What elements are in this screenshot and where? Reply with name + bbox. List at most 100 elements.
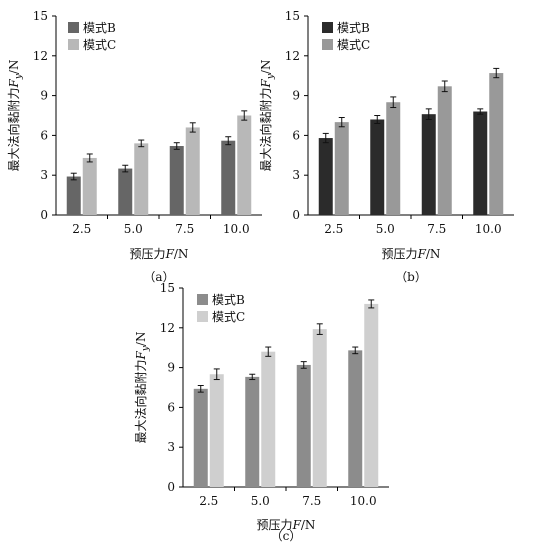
legend-swatch	[322, 39, 333, 50]
bar-mode-c	[82, 157, 97, 215]
bar-mode-b	[318, 138, 333, 215]
y-tick-label: 15	[160, 281, 175, 295]
x-tick-label: 10.0	[475, 222, 502, 236]
bar-mode-b	[370, 119, 385, 215]
legend-swatch	[197, 294, 208, 305]
panel-label: （a）	[143, 270, 174, 284]
y-tick-label: 9	[292, 89, 300, 103]
legend-label: 模式B	[212, 293, 245, 307]
x-tick-label: 2.5	[72, 222, 91, 236]
legend-label: 模式C	[337, 38, 370, 52]
y-axis-title-subscript: y	[14, 73, 24, 80]
legend-swatch	[322, 22, 333, 33]
bar-mode-c	[312, 329, 327, 487]
y-tick-label: 0	[167, 480, 175, 494]
bar-mode-c	[134, 143, 149, 215]
bar-mode-b	[66, 176, 81, 215]
legend-swatch	[68, 39, 79, 50]
x-axis-title: 预压力F/N	[382, 247, 441, 261]
y-axis-title-unit: /N	[134, 332, 148, 347]
y-tick-label: 9	[40, 89, 48, 103]
bar-mode-b	[348, 350, 363, 487]
y-tick-label: 12	[285, 49, 300, 63]
x-axis-title-symbol: F	[417, 247, 427, 261]
bar-mode-b	[245, 376, 260, 487]
y-tick-label: 0	[292, 208, 300, 222]
y-axis-title-subscript: y	[141, 345, 151, 352]
bar-mode-b	[296, 364, 311, 487]
x-axis-title: 预压力F/N	[257, 518, 316, 532]
x-axis-title-unit: /N	[174, 247, 189, 261]
y-axis-title: 最大法向黏附力Fy/N	[6, 60, 24, 172]
legend-label: 模式B	[337, 21, 370, 35]
bar-mode-c	[237, 115, 252, 215]
bar-mode-c	[185, 127, 200, 215]
y-tick-label: 3	[167, 440, 175, 454]
legend-label: 模式B	[83, 21, 116, 35]
x-tick-label: 2.5	[199, 494, 218, 508]
y-tick-label: 3	[40, 168, 48, 182]
bar-mode-c	[209, 374, 224, 487]
legend-label: 模式C	[83, 38, 116, 52]
y-axis-title: 最大法向黏附力Fy/N	[258, 60, 276, 172]
x-tick-label: 5.0	[251, 494, 270, 508]
bar-mode-b	[421, 114, 436, 215]
x-tick-label: 10.0	[223, 222, 250, 236]
x-axis-title-symbol: F	[292, 518, 302, 532]
bar-mode-c	[489, 73, 504, 216]
bar-mode-c	[261, 351, 276, 487]
y-tick-label: 15	[33, 9, 48, 23]
x-axis-title-text: 预压力	[130, 247, 166, 261]
y-axis-title-unit: /N	[7, 60, 21, 75]
y-axis-title: 最大法向黏附力Fy/N	[133, 332, 151, 444]
x-tick-label: 5.0	[376, 222, 395, 236]
y-tick-label: 9	[167, 361, 175, 375]
legend-label: 模式C	[212, 310, 245, 324]
x-tick-label: 5.0	[124, 222, 143, 236]
y-tick-label: 6	[167, 400, 175, 414]
y-tick-label: 0	[40, 208, 48, 222]
bar-mode-c	[364, 303, 379, 487]
y-axis-title-symbol: F	[259, 78, 273, 88]
x-tick-label: 2.5	[324, 222, 343, 236]
panel-label: （c）	[271, 529, 302, 543]
y-axis-title-subscript: y	[266, 73, 276, 80]
x-axis-title: 预压力F/N	[130, 247, 189, 261]
y-tick-label: 3	[292, 168, 300, 182]
bar-mode-b	[221, 140, 236, 215]
x-tick-label: 10.0	[350, 494, 377, 508]
x-axis-title-text: 预压力	[257, 518, 293, 532]
y-axis-title-text: 最大法向黏附力	[258, 87, 273, 171]
y-tick-label: 12	[33, 49, 48, 63]
y-axis-title-unit: /N	[259, 60, 273, 75]
bar-mode-b	[193, 388, 208, 487]
panel-label: （b）	[395, 270, 427, 284]
x-axis-title-text: 预压力	[382, 247, 418, 261]
legend-swatch	[68, 22, 79, 33]
y-axis-title-text: 最大法向黏附力	[133, 359, 148, 443]
x-axis-title-symbol: F	[165, 247, 175, 261]
legend-swatch	[197, 311, 208, 322]
x-axis-title-unit: /N	[426, 247, 441, 261]
bar-mode-c	[334, 122, 349, 215]
y-axis-title-text: 最大法向黏附力	[6, 87, 21, 171]
x-tick-label: 7.5	[427, 222, 446, 236]
bar-mode-c	[437, 86, 452, 216]
bar-mode-b	[473, 111, 488, 215]
bar-mode-b	[118, 168, 133, 215]
y-axis-title-symbol: F	[134, 350, 148, 360]
bar-mode-b	[169, 146, 184, 215]
x-tick-label: 7.5	[175, 222, 194, 236]
y-axis-title-symbol: F	[7, 78, 21, 88]
x-tick-label: 7.5	[302, 494, 321, 508]
y-tick-label: 12	[160, 321, 175, 335]
bar-mode-c	[386, 102, 401, 215]
y-tick-label: 15	[285, 9, 300, 23]
x-axis-title-unit: /N	[301, 518, 316, 532]
y-tick-label: 6	[40, 128, 48, 142]
y-tick-label: 6	[292, 128, 300, 142]
